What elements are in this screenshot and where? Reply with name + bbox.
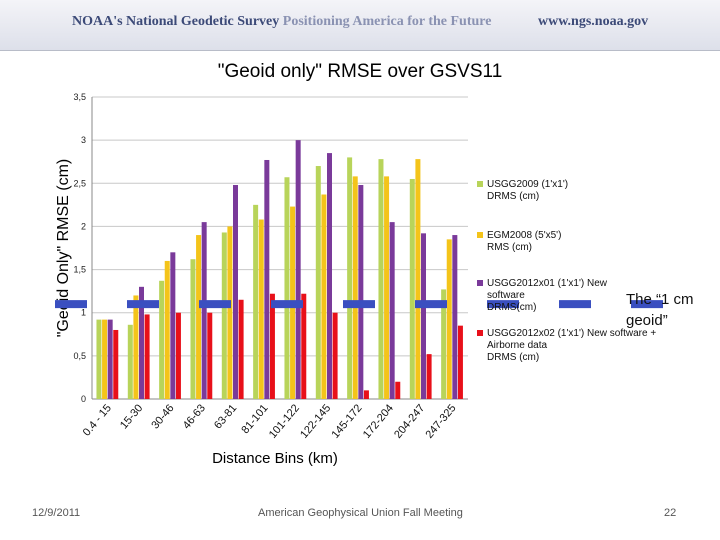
bar — [196, 235, 202, 399]
x-axis-title: Distance Bins (km) — [212, 450, 338, 467]
bar — [253, 204, 259, 399]
bar — [352, 176, 358, 399]
legend-label-line: Airborne data — [487, 340, 547, 351]
bar — [164, 260, 170, 399]
bar — [389, 222, 395, 399]
footer-date: 12/9/2011 — [32, 507, 81, 519]
y-tick-label: 3,5 — [73, 92, 86, 102]
bar — [144, 314, 150, 399]
y-tick-label: 2,5 — [73, 178, 86, 188]
bar — [384, 176, 390, 399]
bar — [452, 235, 458, 399]
x-tick-label: 0.4 - 15 — [81, 402, 114, 438]
y-tick-label: 0,5 — [73, 351, 86, 361]
bar — [201, 222, 207, 399]
bar — [426, 354, 432, 399]
legend-swatch — [477, 232, 483, 238]
legend-swatch — [477, 181, 483, 187]
banner-title-agency: NOAA's National Geodetic Survey — [72, 14, 280, 29]
bar — [321, 194, 327, 399]
chart-title: "Geoid only" RMSE over GSVS11 — [218, 61, 503, 82]
bar — [96, 319, 102, 399]
x-tick-label: 15-30 — [118, 402, 145, 431]
bar — [332, 312, 338, 399]
bar — [421, 233, 426, 399]
y-tick-label: 3 — [81, 135, 86, 145]
bar — [233, 185, 238, 399]
x-tick-label: 101-122 — [267, 402, 302, 441]
bar — [102, 319, 108, 399]
bar — [170, 252, 176, 399]
x-tick-label: 145-172 — [329, 402, 364, 441]
footer-page-number: 22 — [664, 507, 677, 519]
bar — [190, 259, 196, 399]
bar — [107, 319, 113, 399]
ngs-banner: NOAA's National Geodetic Survey Position… — [0, 0, 720, 51]
y-tick-label: 2 — [81, 221, 86, 231]
bar — [441, 289, 447, 399]
bar — [139, 286, 144, 399]
legend-label: EGM2008 (5'x5') RMS (cm) — [487, 230, 564, 253]
bar — [207, 312, 213, 399]
bar — [269, 293, 275, 399]
y-tick-label: 1,5 — [73, 265, 86, 275]
bar — [258, 219, 264, 399]
x-tick-label: 63-81 — [212, 402, 239, 431]
bar — [133, 295, 139, 399]
bar — [363, 390, 369, 399]
bar — [221, 232, 227, 399]
y-tick-label: 1 — [81, 308, 86, 318]
x-tick-label: 247-325 — [423, 402, 458, 441]
bar — [238, 299, 244, 399]
bar — [175, 312, 181, 399]
bar — [378, 159, 384, 399]
legend-label-line: DRMS(cm) — [487, 302, 536, 313]
bar — [347, 157, 353, 399]
bar — [301, 293, 307, 399]
footer-meeting: American Geophysical Union Fall Meeting — [258, 507, 463, 519]
legend-label-line: USGG2012x01 (1'x1') New — [487, 278, 608, 289]
annotation-line-2: geoid” — [626, 312, 668, 329]
annotation-line-1: The “1 cm — [626, 291, 694, 308]
legend-swatch — [477, 330, 483, 336]
bar — [409, 178, 415, 399]
bar — [113, 329, 119, 399]
bar — [315, 166, 321, 399]
x-tick-label: 81-101 — [239, 402, 270, 436]
bar — [327, 153, 332, 399]
banner-url: www.ngs.noaa.gov — [538, 14, 649, 29]
y-axis-title: "Geoid Only" RMSE (cm) — [55, 159, 72, 338]
bar — [284, 177, 290, 399]
banner-title-tagline: Positioning America for the Future — [282, 14, 492, 29]
y-tick-label: 0 — [81, 394, 86, 404]
bar — [415, 159, 421, 399]
bar — [446, 239, 452, 399]
bar — [159, 280, 165, 399]
bar — [127, 324, 133, 399]
x-tick-label: 204-247 — [392, 402, 427, 441]
legend-label: USGG2009 (1'x1') DRMS (cm) — [487, 179, 568, 202]
bar — [395, 381, 401, 399]
legend-label-line: EGM2008 (5'x5') — [487, 230, 564, 241]
x-tick-label: 172-204 — [361, 402, 396, 441]
bar — [358, 185, 364, 399]
legend-label-line: software — [487, 290, 525, 301]
legend-label-line: DRMS (cm) — [487, 191, 539, 202]
legend-label: USGG2012x02 (1'x1') New software + Airbor… — [487, 328, 656, 363]
bar — [295, 140, 301, 399]
bar — [457, 325, 463, 399]
banner-title: NOAA's National Geodetic Survey Position… — [72, 14, 491, 30]
bar — [264, 159, 270, 399]
legend-swatch — [477, 280, 483, 286]
legend-label-line: USGG2009 (1'x1') — [487, 179, 568, 190]
bar — [227, 226, 233, 399]
x-tick-label: 30-46 — [149, 402, 176, 431]
legend-label-line: RMS (cm) — [487, 242, 532, 253]
legend-label-line: USGG2012x02 (1'x1') New software + — [487, 328, 656, 339]
legend-label: USGG2012x01 (1'x1') New software DRMS(cm) — [487, 278, 608, 313]
legend-label-line: DRMS (cm) — [487, 352, 539, 363]
x-tick-label: 46-63 — [181, 402, 208, 431]
x-tick-label: 122-145 — [298, 402, 333, 441]
